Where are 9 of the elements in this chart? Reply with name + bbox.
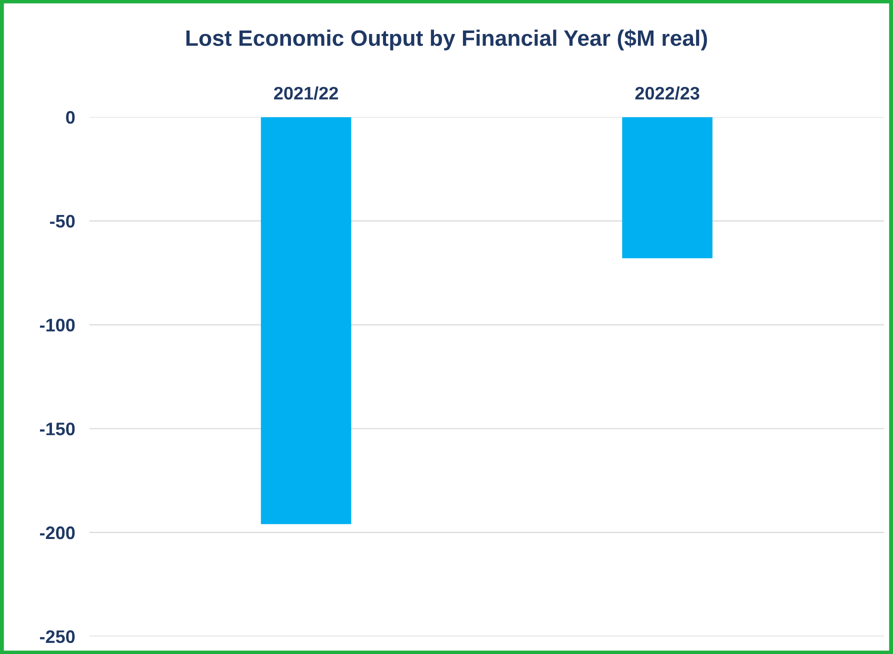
chart-title: Lost Economic Output by Financial Year ($M real) [186, 29, 707, 50]
y-tick-label: 0 [66, 111, 75, 124]
y-tick-label: -50 [50, 214, 75, 228]
y-tick-label: -150 [40, 422, 75, 436]
x-tick-label: 2022/23 [635, 86, 700, 100]
y-tick-label: -250 [40, 630, 75, 644]
y-tick-label: -200 [40, 526, 75, 540]
y-tick-label: -100 [40, 318, 75, 332]
x-tick-label: 2021/22 [274, 86, 338, 100]
